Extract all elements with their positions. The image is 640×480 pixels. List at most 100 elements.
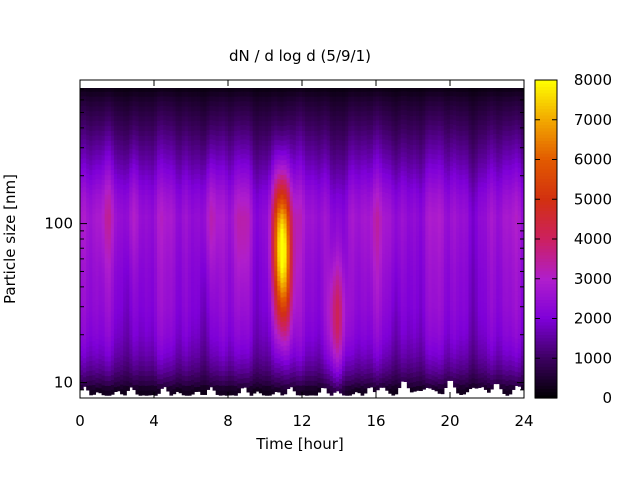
heatmap-cell <box>228 272 232 278</box>
heatmap-cell <box>308 154 312 161</box>
heatmap-cell <box>258 314 263 321</box>
heatmap-cell <box>203 321 208 327</box>
heatmap-cell <box>104 287 109 293</box>
heatmap-cell <box>194 284 198 291</box>
heatmap-cell <box>261 110 266 117</box>
heatmap-cell <box>150 179 155 185</box>
heatmap-cell <box>99 81 103 86</box>
heatmap-cell <box>308 296 312 303</box>
heatmap-cell <box>86 226 90 232</box>
heatmap-cell <box>110 301 115 307</box>
heatmap-cell <box>243 114 248 121</box>
heatmap-cell <box>296 81 300 86</box>
heatmap-cell <box>287 81 291 86</box>
heatmap-cell <box>187 282 192 288</box>
heatmap-cell <box>187 233 192 239</box>
heatmap-cell <box>231 345 235 352</box>
heatmap-cell <box>311 272 315 278</box>
heatmap-cell <box>277 217 282 223</box>
heatmap-cell <box>178 266 183 272</box>
heatmap-cell <box>101 193 106 200</box>
heatmap-cell <box>317 241 322 248</box>
heatmap-cell <box>252 159 257 165</box>
heatmap-cell <box>237 144 241 151</box>
heatmap-cell <box>265 203 269 210</box>
heatmap-cell <box>194 95 198 102</box>
heatmap-cell <box>169 370 174 377</box>
heatmap-cell <box>277 91 282 97</box>
heatmap-cell <box>163 353 167 359</box>
heatmap-cell <box>209 224 214 230</box>
heatmap-cell <box>308 140 312 146</box>
heatmap-cell <box>268 248 272 254</box>
heatmap-cell <box>166 212 171 218</box>
heatmap-cell <box>154 203 158 210</box>
heatmap-cell <box>255 289 260 295</box>
heatmap-cell <box>141 164 146 171</box>
heatmap-cell <box>194 367 198 373</box>
heatmap-cell <box>86 336 90 343</box>
heatmap-cell <box>209 152 214 159</box>
heatmap-cell <box>101 101 106 107</box>
heatmap-cell <box>302 316 306 322</box>
heatmap-cell <box>295 262 300 269</box>
heatmap-cell <box>231 238 235 244</box>
heatmap-cell <box>95 168 100 175</box>
heatmap-cell <box>224 125 229 132</box>
heatmap-cell <box>147 213 152 220</box>
heatmap-cell <box>261 145 266 151</box>
heatmap-cell <box>203 340 208 347</box>
heatmap-cell <box>126 115 130 121</box>
heatmap-cell <box>261 105 266 112</box>
heatmap-cell <box>302 286 306 293</box>
heatmap-cell <box>277 139 282 146</box>
heatmap-cell <box>187 316 192 323</box>
heatmap-cell <box>141 243 146 249</box>
heatmap-cell <box>166 366 171 373</box>
heatmap-cell <box>117 371 121 377</box>
heatmap-cell <box>298 390 303 396</box>
heatmap-cell <box>215 154 220 161</box>
heatmap-cell <box>212 375 217 382</box>
heatmap-cell <box>197 144 201 150</box>
heatmap-cell <box>209 186 214 192</box>
heatmap-cell <box>258 96 263 102</box>
heatmap-cell <box>224 282 229 288</box>
heatmap-cell <box>80 254 84 260</box>
heatmap-cell <box>172 218 177 224</box>
heatmap-cell <box>83 81 87 86</box>
heatmap-cell <box>187 169 192 176</box>
heatmap-cell <box>203 101 208 107</box>
heatmap-cell <box>240 201 245 207</box>
heatmap-cell <box>271 120 275 126</box>
heatmap-cell <box>175 231 180 238</box>
heatmap-cell <box>228 140 232 146</box>
heatmap-cell <box>243 239 248 245</box>
heatmap-cell <box>150 242 155 249</box>
heatmap-cell <box>255 207 260 213</box>
heatmap-cell <box>194 212 198 218</box>
heatmap-cell <box>243 100 248 106</box>
heatmap-cell <box>258 100 263 107</box>
heatmap-cell <box>237 246 241 253</box>
heatmap-cell <box>163 305 167 311</box>
heatmap-cell <box>234 390 238 396</box>
heatmap-cell <box>206 163 211 169</box>
heatmap-cell <box>234 228 238 234</box>
heatmap-cell <box>150 262 155 268</box>
heatmap-cell <box>298 267 303 274</box>
heatmap-cell <box>231 326 235 332</box>
heatmap-cell <box>197 231 201 237</box>
heatmap-cell <box>240 210 245 217</box>
heatmap-cell <box>221 194 226 200</box>
heatmap-cell <box>252 310 257 316</box>
heatmap-cell <box>274 236 278 242</box>
heatmap-cell <box>104 169 109 176</box>
heatmap-cell <box>191 91 195 97</box>
heatmap-cell <box>200 291 204 298</box>
heatmap-cell <box>289 367 294 373</box>
heatmap-cell <box>305 184 309 190</box>
heatmap-cell <box>117 168 121 174</box>
heatmap-cell <box>283 315 288 322</box>
heatmap-cell <box>224 267 229 274</box>
